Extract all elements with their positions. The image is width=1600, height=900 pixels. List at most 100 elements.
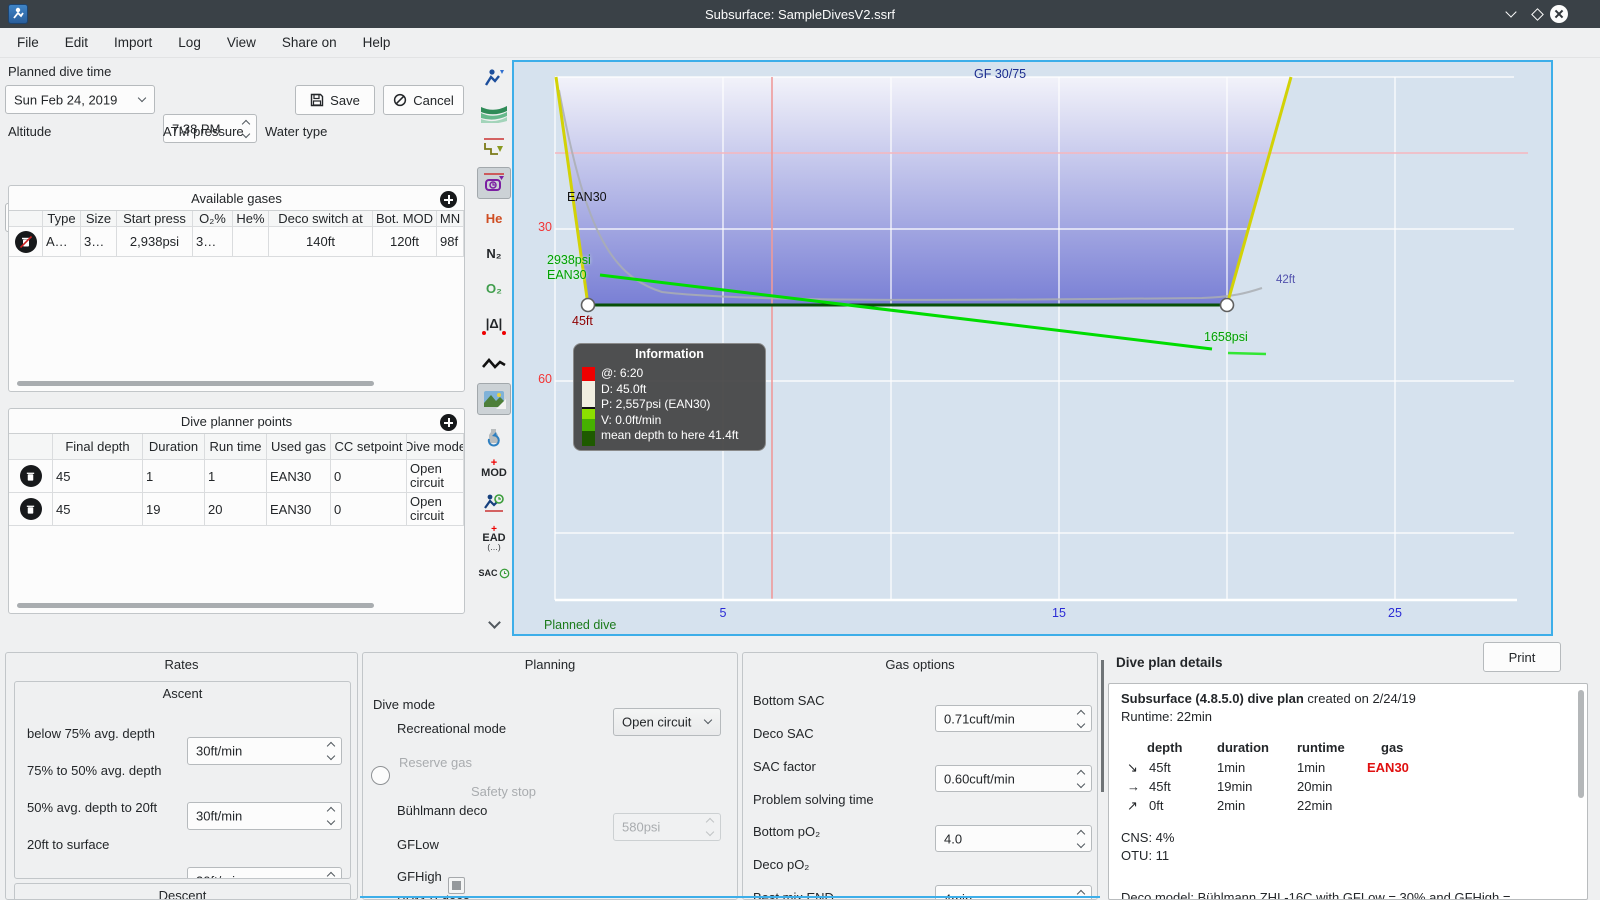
ascent-rate-spinbox-3[interactable]: 30ft/min	[187, 867, 342, 878]
plan-col-gas: gas	[1381, 740, 1404, 755]
pt-run-time[interactable]: 20	[205, 493, 267, 526]
toolbar-profile-edit-button[interactable]	[477, 132, 511, 164]
dive-profile-plot[interactable]	[514, 62, 1551, 634]
waypoint-handle[interactable]	[1219, 297, 1235, 313]
menu-edit[interactable]: Edit	[64, 35, 89, 50]
problem-solving-time-spinbox[interactable]: 4min	[935, 885, 1092, 899]
toolbar-diver-time-button[interactable]	[477, 487, 511, 519]
toolbar-n2-button[interactable]: N₂	[477, 237, 511, 269]
deco-sac-spinbox[interactable]: 0.60cuft/min	[935, 765, 1092, 792]
waypoint-handle[interactable]	[580, 297, 596, 313]
pt-final-depth[interactable]: 45	[53, 493, 143, 526]
toolbar-delta-button[interactable]: |Δ|	[477, 307, 511, 339]
pt-used-gas[interactable]: EAN30	[267, 460, 331, 493]
col-o2[interactable]: O₂%	[193, 211, 233, 227]
col-run-time[interactable]: Run time	[205, 434, 267, 460]
toolbar-ead-button[interactable]: + EAD (…)	[477, 522, 511, 554]
toolbar-ascent-rate-button[interactable]	[477, 62, 511, 94]
pt-final-depth[interactable]: 45	[53, 460, 143, 493]
gas-mnd[interactable]: 98f	[437, 227, 464, 257]
pt-duration[interactable]: 1	[143, 460, 205, 493]
toolbar-planner-button[interactable]	[477, 167, 511, 199]
pt-used-gas[interactable]: EAN30	[267, 493, 331, 526]
gas-start-press[interactable]: 2,938psi	[117, 227, 193, 257]
dive-date-combobox[interactable]: Sun Feb 24, 2019	[5, 85, 155, 114]
toolbar-sac-button[interactable]: SAC	[477, 557, 511, 589]
delete-point-button[interactable]	[19, 498, 42, 520]
gas-size[interactable]: 3…	[81, 227, 117, 257]
close-button[interactable]	[1549, 4, 1569, 24]
delete-point-button[interactable]	[19, 465, 42, 487]
horizontal-scrollbar[interactable]	[17, 603, 374, 608]
col-start-press[interactable]: Start press	[117, 211, 193, 227]
dive-plan-text-box[interactable]: Subsurface (4.8.5.0) dive plan created o…	[1108, 683, 1588, 900]
delete-gas-button[interactable]	[14, 230, 37, 253]
cancel-button[interactable]: Cancel	[383, 85, 464, 115]
col-mnd[interactable]: MN	[437, 211, 464, 227]
cancel-label: Cancel	[413, 92, 454, 108]
pt-run-time[interactable]: 1	[205, 460, 267, 493]
menu-help[interactable]: Help	[362, 35, 391, 50]
print-button[interactable]: Print	[1483, 642, 1561, 672]
gas-o2[interactable]: 3…	[193, 227, 233, 257]
time-tick-5: 5	[719, 606, 727, 620]
tooltip-pressure: P: 2,557psi (EAN30)	[601, 397, 711, 411]
information-tooltip: Information @: 6:20 D: 45.0ft P: 2,557ps…	[573, 343, 766, 451]
col-deco-switch[interactable]: Deco switch at	[269, 211, 373, 227]
ascent-line	[1225, 76, 1293, 306]
gas-deco-switch[interactable]: 140ft	[269, 227, 373, 257]
menu-file[interactable]: File	[17, 35, 39, 50]
toolbar-mod-button[interactable]: + MOD	[477, 452, 511, 484]
add-gas-button[interactable]	[440, 191, 457, 208]
menu-share-on[interactable]: Share on	[281, 35, 337, 50]
pt-dive-mode[interactable]: Open circuit	[407, 460, 464, 493]
toolbar-scroll-down-button[interactable]	[477, 606, 511, 638]
table-row	[9, 493, 53, 526]
col-cc-setpoint[interactable]: CC setpoint	[331, 434, 407, 460]
splitter-handle[interactable]	[1101, 660, 1104, 792]
col-used-gas[interactable]: Used gas	[267, 434, 331, 460]
menu-log[interactable]: Log	[178, 35, 201, 50]
bottom-po2-label: Bottom pO₂	[753, 824, 821, 839]
col-bot-mod[interactable]: Bot. MOD	[373, 211, 437, 227]
sac-factor-spinbox[interactable]: 4.0	[935, 825, 1092, 852]
pt-cc-setpoint[interactable]: 0	[331, 493, 407, 526]
minimize-button[interactable]	[1501, 4, 1521, 24]
rates-title: Rates	[164, 657, 199, 672]
pt-duration[interactable]: 19	[143, 493, 205, 526]
col-he[interactable]: He%	[233, 211, 269, 227]
toolbar-o2-button[interactable]: O₂	[477, 272, 511, 304]
toolbar-heartrate-button[interactable]	[477, 348, 511, 380]
gas-type[interactable]: A…	[43, 227, 81, 257]
clock-icon	[499, 568, 509, 578]
reserve-gas-label: Reserve gas	[399, 755, 472, 770]
vertical-scrollbar[interactable]	[1578, 690, 1584, 798]
toolbar-tank-refill-button[interactable]	[477, 420, 511, 452]
col-dive-mode[interactable]: Dive mode	[407, 434, 464, 460]
col-final-depth[interactable]: Final depth	[53, 434, 143, 460]
pt-cc-setpoint[interactable]: 0	[331, 460, 407, 493]
maximize-button[interactable]	[1527, 4, 1547, 24]
horizontal-scrollbar[interactable]	[17, 381, 374, 386]
ascent-rate-spinbox-2[interactable]: 30ft/min	[187, 802, 342, 830]
toolbar-waves-button[interactable]	[477, 97, 511, 129]
col-duration[interactable]: Duration	[143, 434, 205, 460]
menu-import[interactable]: Import	[114, 35, 153, 50]
pt-dive-mode[interactable]: Open circuit	[407, 493, 464, 526]
recreational-mode-radio[interactable]	[371, 766, 390, 785]
toolbar-photos-button[interactable]	[477, 383, 511, 415]
add-point-button[interactable]	[440, 414, 457, 431]
dive-time-spinbox[interactable]: 7:38 PM	[163, 114, 257, 143]
save-button[interactable]: Save	[295, 85, 375, 115]
col-size[interactable]: Size	[81, 211, 117, 227]
col-type[interactable]: Type	[43, 211, 81, 227]
gas-bot-mod[interactable]: 120ft	[373, 227, 437, 257]
menu-view[interactable]: View	[226, 35, 256, 50]
bottom-sac-spinbox[interactable]: 0.71cuft/min	[935, 705, 1092, 732]
dive-mode-combobox[interactable]: Open circuit	[613, 708, 721, 736]
toolbar-he-button[interactable]: He	[477, 202, 511, 234]
ascent-rate-spinbox-1[interactable]: 30ft/min	[187, 737, 342, 765]
spinner-arrows-icon[interactable]	[241, 119, 251, 138]
gas-he[interactable]	[233, 227, 269, 257]
dive-profile-chart[interactable]: GF 30/75 EAN30 2938psi EAN30 45ft 42ft 1…	[512, 60, 1553, 636]
